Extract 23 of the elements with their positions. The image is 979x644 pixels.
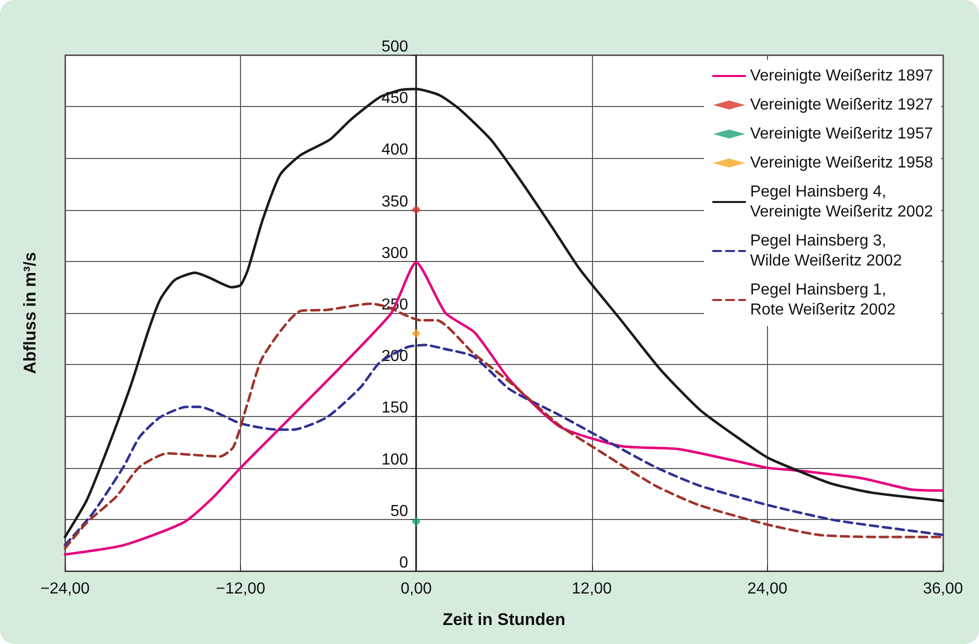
y-tick-label: 0: [399, 554, 408, 572]
legend-label: Pegel Hainsberg 1, Rote Weißeritz 2002: [750, 282, 896, 318]
legend-label: Vereinigte Weißeritz 1897: [750, 68, 934, 84]
x-tick-label: 12,00: [572, 580, 612, 598]
x-tick-label: 36,00: [922, 580, 964, 598]
legend-label: Vereinigte Weißeritz 1957: [750, 126, 934, 142]
x-axis-title: Zeit in Stunden: [442, 610, 566, 629]
legend-label: Vereinigte Weißeritz 1927: [750, 96, 934, 114]
legend-label: Pegel Hainsberg 4, Vereinigte Weißeritz 2002: [750, 184, 934, 220]
legend-label: Pegel Hainsberg 3, Wilde Weißeritz 2002: [750, 232, 902, 270]
x-tick-label: 0,00: [400, 580, 432, 598]
y-tick-label: 300: [381, 244, 408, 262]
x-tick-label: −12,00: [216, 580, 266, 598]
x-tick-label: −24,00: [40, 580, 90, 598]
x-tick-label: 24,00: [747, 580, 788, 598]
y-tick-label: 100: [381, 451, 408, 468]
legend-label: Vereinigte Weißeritz 1958: [750, 154, 934, 172]
y-tick-label: 50: [390, 502, 408, 520]
y-tick-label: 500: [381, 38, 408, 56]
y-tick-label: 400: [381, 142, 408, 159]
y-axis-title: Abfluss in m³/s: [20, 252, 40, 374]
y-tick-label: 150: [381, 400, 408, 417]
y-tick-label: 350: [381, 193, 408, 210]
